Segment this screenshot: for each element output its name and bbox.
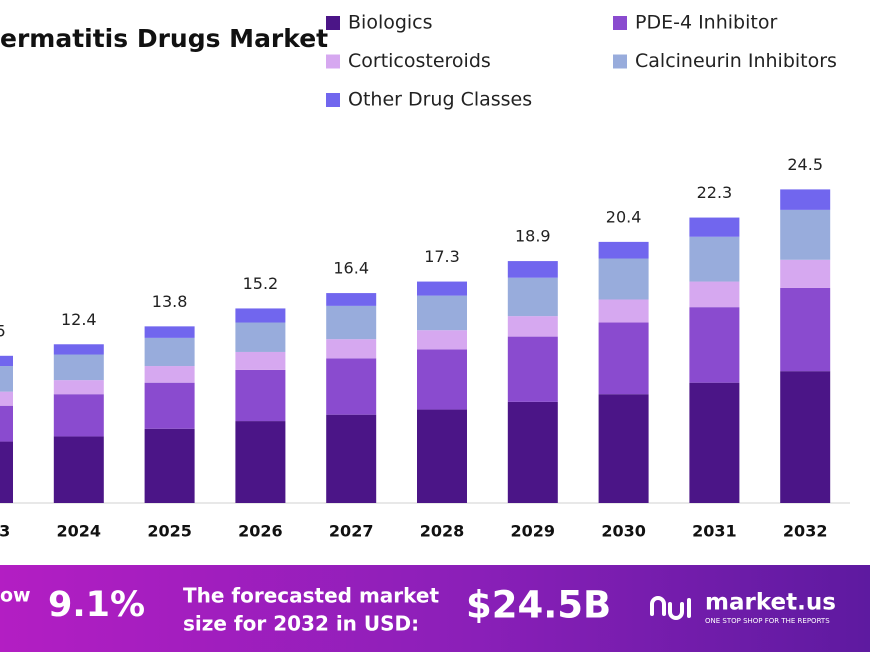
legend-label: Other Drug Classes [348,89,532,111]
bar-segment [689,281,740,308]
bar-segment [53,436,104,503]
legend-label: Biologics [348,12,433,34]
legend-label: PDE-4 Inhibitor [635,12,777,34]
bar-segment [780,371,831,503]
bar-segment [780,287,831,372]
legend-label: Corticosteroids [348,50,491,72]
legend-label: Calcineurin Inhibitors [635,50,837,72]
brand-name: market.us [705,590,836,616]
bar-segment [507,336,558,402]
bar-segment [507,277,558,317]
forecast-text: size for 2032 in USD: [183,612,419,636]
bar-segment [0,366,13,392]
bar-segment [144,326,195,338]
bar-segment [326,293,377,306]
bar-segment [598,299,649,323]
bar-segment [780,189,831,210]
plot: 11.5 2023 12.4 2024 13.8 2025 15.2 2026 16.4 2027… [0,155,831,541]
bar-segment [598,258,649,300]
bar-segment [144,382,195,429]
x-tick-label: 2030 [601,522,646,541]
bar-segment [53,394,104,437]
legend: Biologics PDE-4 Inhibitor Corticosteroids C… [326,12,837,111]
bar-segment [598,394,649,503]
total-label: 18.9 [515,227,551,246]
bar-segment [598,322,649,395]
bar-segment [689,236,740,282]
bar-segment [235,369,286,422]
bar-segment [53,380,104,395]
bar-segment [144,337,195,367]
x-tick-label: 2029 [511,522,556,541]
bar-segment [689,307,740,383]
legend-swatch [326,54,340,69]
bar-segment [0,391,13,406]
x-tick-label: 2027 [329,522,374,541]
brand-tagline: ONE STOP SHOP FOR THE REPORTS [705,617,830,625]
legend-swatch [326,16,340,30]
banner [0,565,870,652]
bar-segment [417,409,467,503]
bar-segment [417,330,467,350]
bar-segment [417,349,467,410]
bar-segment [235,421,286,503]
bar-segment [326,358,377,415]
total-label: 17.3 [424,247,460,266]
bar-segment [689,217,740,237]
total-label: 12.4 [61,310,97,329]
x-tick-label: 2031 [692,522,737,541]
total-label: 11.5 [0,321,6,340]
legend-swatch [613,16,627,30]
bar-segment [53,344,104,355]
bar-segment [326,414,377,503]
bar-segment [53,354,104,381]
bar-segment [326,339,377,359]
x-tick-label: 2024 [57,522,102,541]
bar-segment [507,401,558,503]
bar-segment [144,428,195,503]
legend-swatch [326,93,340,107]
bar-segment [235,351,286,370]
total-label: 13.8 [152,292,188,311]
total-label: 22.3 [697,183,733,202]
x-tick-label: 2026 [238,522,283,541]
bar-segment [326,305,377,340]
bar-segment [780,209,831,260]
total-label: 20.4 [606,207,642,226]
brand-logo [650,596,691,620]
bar-segment [0,405,13,442]
bar-segment [689,382,740,503]
x-tick-label: 2025 [147,522,192,541]
bar-segment [235,308,286,323]
total-label: 15.2 [243,274,279,293]
bar-segment [417,281,467,296]
x-tick-label: 2023 [0,522,10,541]
forecast-text: The forecasted market [183,584,439,608]
bar-segment [417,295,467,331]
growth-label: ow [0,585,31,607]
forecast-value: $24.5B [466,584,611,627]
bar-segment [235,322,286,352]
bar-segment [507,261,558,278]
x-tick-label: 2032 [783,522,828,541]
bar-segment [144,366,195,383]
bar-segment [780,259,831,288]
bar-segment [0,355,13,367]
total-label: 24.5 [787,155,823,174]
chart-title: ermatitis Drugs Market [0,24,328,53]
bar-segment [0,441,13,503]
bar-segment [598,241,649,259]
bar-segment [507,316,558,337]
x-tick-label: 2028 [420,522,465,541]
growth-rate: 9.1% [48,585,145,625]
total-label: 16.4 [333,259,369,278]
legend-swatch [613,54,627,69]
